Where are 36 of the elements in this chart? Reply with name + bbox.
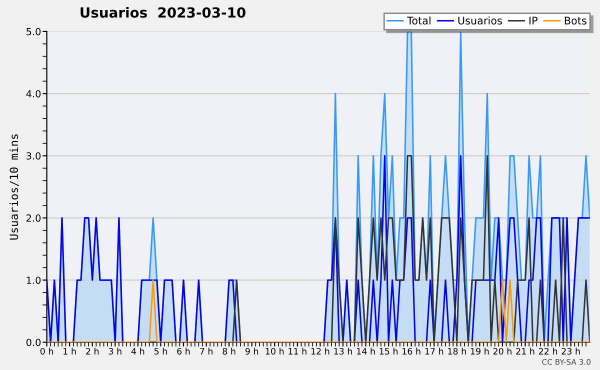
y-tick-label: 3.0	[26, 152, 41, 160]
legend-label: IP	[529, 16, 538, 24]
x-tick-label: 5 h	[154, 348, 167, 355]
x-tick-label: 8 h	[222, 348, 236, 355]
legend-label: Usuarios	[458, 16, 502, 25]
y-axis-title: Usuarios/10 mins	[9, 134, 19, 240]
x-tick-label: 12 h	[311, 348, 330, 354]
x-tick-label: 9 h	[245, 348, 258, 355]
x-tick-label: 14 h	[356, 348, 375, 354]
x-tick-label: 16 h	[402, 348, 420, 355]
x-tick-label: 7 h	[200, 348, 212, 354]
x-tick-label: 4 h	[131, 348, 144, 354]
x-tick-label: 20 h	[493, 348, 512, 355]
x-tick-label: 19 h	[470, 348, 489, 355]
chart-title: Usuarios 2023-03-10	[80, 7, 246, 18]
y-tick-label: 1.0	[26, 276, 41, 284]
x-tick-label: 11 h	[288, 348, 306, 354]
legend-label: Bots	[564, 16, 586, 25]
x-tick-label: 3 h	[108, 348, 122, 355]
x-tick-label: 21 h	[516, 348, 534, 354]
x-tick-label: 0 h	[40, 348, 54, 355]
y-tick-label: 4.0	[26, 90, 41, 98]
x-tick-label: 17 h	[425, 348, 444, 354]
x-tick-label: 13 h	[334, 348, 352, 355]
x-tick-label: 18 h	[448, 348, 466, 355]
x-tick-label: 23 h	[562, 348, 580, 355]
x-tick-label: 2 h	[86, 348, 99, 354]
x-tick-label: 6 h	[177, 348, 190, 355]
x-tick-label: 15 h	[380, 348, 398, 355]
y-tick-label: 0.0	[26, 338, 41, 346]
x-tick-label: 22 h	[538, 348, 558, 354]
legend-label: Total	[407, 16, 430, 25]
y-tick-label: 2.0	[26, 214, 41, 222]
x-tick-label: 1 h	[64, 348, 76, 354]
y-tick-label: 5.0	[26, 28, 41, 36]
x-tick-label: 10 h	[266, 348, 284, 355]
